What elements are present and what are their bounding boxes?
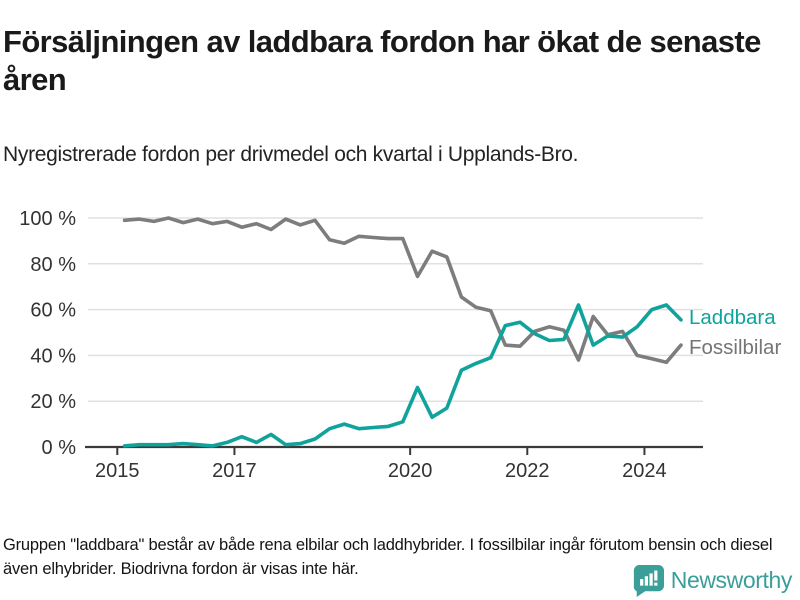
line-chart-canvas: 0 % 20 % 40 % 60 % 80 % 100 % 2015 2017 2020 2022… <box>19 208 781 482</box>
newsworthy-branding: Newsworthy <box>632 563 792 597</box>
x-tick-label-2017: 2017 <box>212 460 257 482</box>
y-tick-label-0: 0 % <box>42 437 77 459</box>
bar-1 <box>639 579 644 586</box>
x-tick-label-2020: 2020 <box>388 460 433 482</box>
y-tick-label-60: 60 % <box>30 300 76 322</box>
footnote-text: Gruppen "laddbara" består av både rena e… <box>3 535 773 578</box>
bar-3 <box>649 573 653 586</box>
exclamation-bar <box>653 570 658 581</box>
newsworthy-logo-icon <box>633 564 664 597</box>
y-tick-label-80: 80 % <box>30 254 76 276</box>
series-line-laddbara <box>122 303 683 448</box>
y-tick-label-100: 100 % <box>19 208 76 230</box>
page-title: Försäljningen av laddbara fordon har öka… <box>3 23 761 97</box>
exclamation-dot <box>653 582 658 586</box>
y-tick-label-40: 40 % <box>30 345 76 367</box>
newsworthy-wordmark: Newsworthy <box>670 566 793 593</box>
bar-2 <box>644 576 648 586</box>
x-tick-label-2024: 2024 <box>622 460 667 482</box>
x-tick-label-2022: 2022 <box>505 460 550 482</box>
chart-subtitle: Nyregistrerade fordon per drivmedel och … <box>3 143 579 166</box>
series-label-laddbara: Laddbara <box>689 306 776 329</box>
y-tick-label-20: 20 % <box>30 391 76 413</box>
speech-bubble-shape <box>633 564 664 597</box>
series-label-fossilbilar: Fossilbilar <box>689 336 781 359</box>
x-tick-label-2015: 2015 <box>95 460 140 482</box>
